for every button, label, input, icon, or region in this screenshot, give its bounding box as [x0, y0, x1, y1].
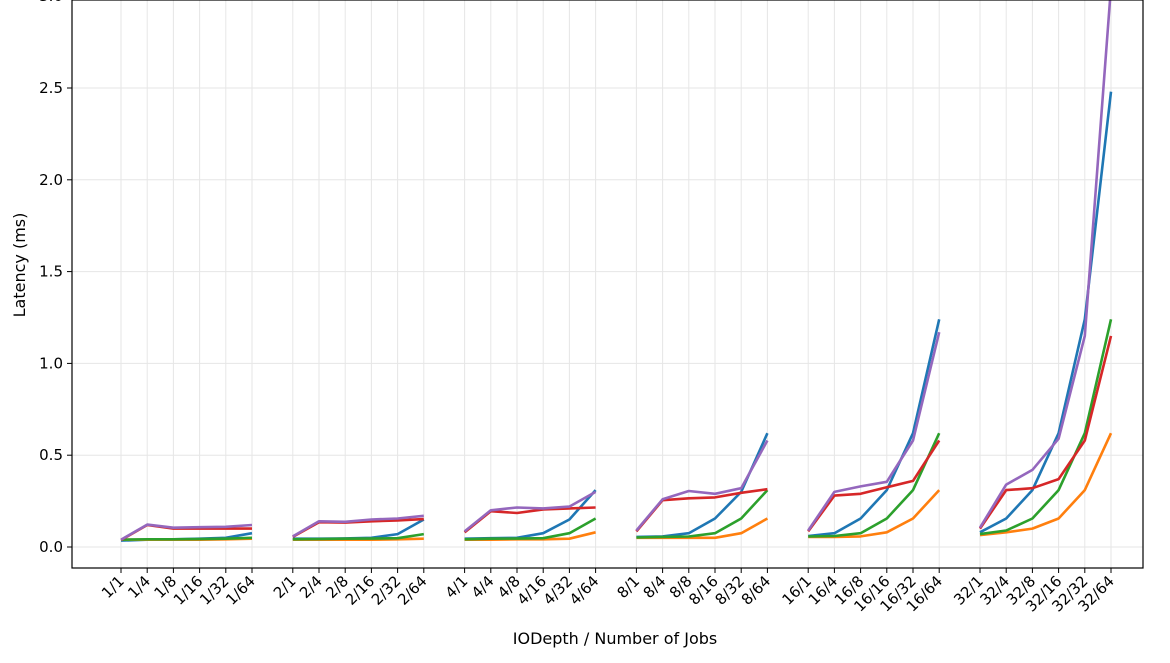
y-tick-label: 2.5 — [39, 79, 63, 97]
y-tick-label: 1.0 — [39, 354, 63, 372]
series-line-group-5-series-1 — [979, 432, 1113, 537]
y-axis: 0.0 0.5 1.0 1.5 2.0 2.5 3.0 — [39, 0, 72, 556]
grid-lines — [72, 0, 1143, 568]
series-line-group-5-series-4 — [978, 0, 1112, 529]
series-line-group-5-series-2 — [979, 319, 1113, 536]
plot-frame — [71, 0, 1144, 569]
series-layer — [120, 0, 1113, 542]
series-line-group-0-series-4 — [120, 523, 253, 541]
series-line-group-2-series-4 — [463, 490, 597, 533]
y-tick-label: 1.5 — [39, 263, 63, 281]
y-tick-label: 0.5 — [39, 446, 63, 464]
series-line-group-1-series-2 — [292, 532, 425, 541]
series-line-group-4-series-3 — [807, 439, 941, 533]
series-line-group-3-series-2 — [636, 489, 769, 539]
series-line-group-4-series-4 — [807, 331, 941, 532]
series-line-group-0-series-2 — [120, 536, 253, 541]
y-axis-title: Latency (ms) — [10, 213, 29, 318]
y-tick-label: 0.0 — [39, 538, 63, 556]
x-axis-title: IODepth / Number of Jobs — [513, 629, 717, 648]
series-line-group-5-series-3 — [978, 335, 1113, 530]
y-tick-label: 2.0 — [39, 171, 63, 189]
series-line-group-1-series-4 — [292, 514, 424, 538]
series-line-group-4-series-2 — [808, 432, 941, 538]
series-line-group-2-series-2 — [464, 517, 597, 541]
series-line-group-3-series-4 — [635, 439, 769, 532]
series-line-group-4-series-0 — [808, 319, 941, 538]
y-tick-label: 3.0 — [39, 0, 63, 5]
